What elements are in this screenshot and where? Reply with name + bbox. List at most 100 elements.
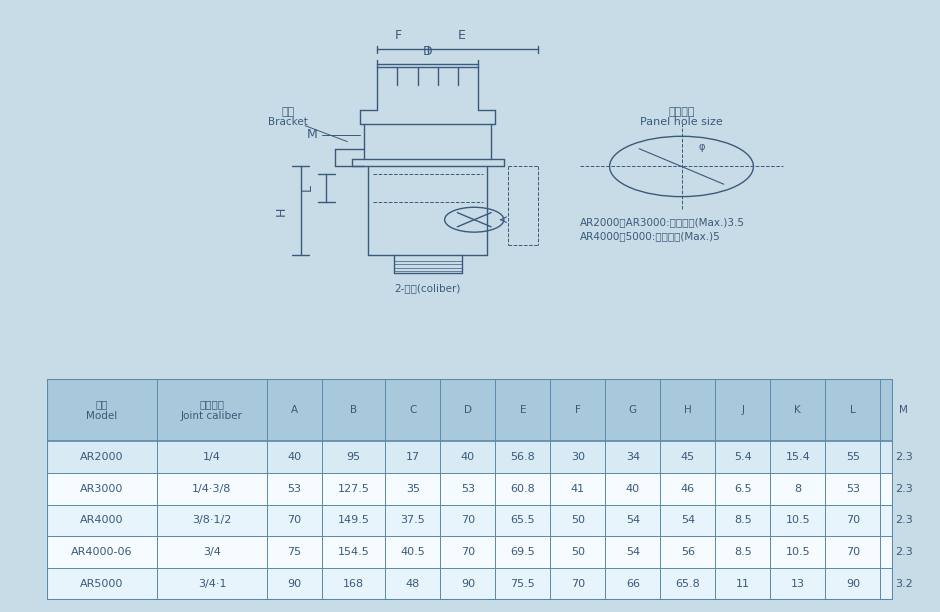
Text: J: J: [742, 405, 744, 416]
Text: 60.8: 60.8: [510, 483, 535, 494]
Text: 70: 70: [288, 515, 302, 526]
Text: 40: 40: [288, 452, 302, 462]
FancyBboxPatch shape: [47, 379, 893, 600]
Text: 8: 8: [794, 483, 802, 494]
Text: 90: 90: [846, 579, 860, 589]
Text: 3/4: 3/4: [203, 547, 221, 557]
FancyBboxPatch shape: [47, 473, 893, 504]
Text: 40.5: 40.5: [400, 547, 425, 557]
Text: 托架: 托架: [281, 106, 295, 117]
Text: 10.5: 10.5: [786, 547, 810, 557]
Text: φ: φ: [698, 142, 705, 152]
Text: 53: 53: [461, 483, 475, 494]
Text: B: B: [350, 405, 357, 416]
Text: AR3000: AR3000: [80, 483, 124, 494]
Text: 13: 13: [791, 579, 805, 589]
Text: 6.5: 6.5: [734, 483, 752, 494]
Text: 3/8·1/2: 3/8·1/2: [193, 515, 231, 526]
Text: Bracket: Bracket: [268, 118, 308, 127]
Text: 50: 50: [571, 515, 585, 526]
Text: 53: 53: [846, 483, 860, 494]
Text: 70: 70: [571, 579, 585, 589]
Text: 168: 168: [343, 579, 364, 589]
Text: 154.5: 154.5: [337, 547, 369, 557]
Text: C: C: [409, 405, 416, 416]
Text: D: D: [423, 45, 432, 58]
Text: 48: 48: [406, 579, 420, 589]
Text: F: F: [575, 405, 581, 416]
Text: 34: 34: [626, 452, 640, 462]
Text: 1/4: 1/4: [203, 452, 221, 462]
Text: 54: 54: [626, 515, 640, 526]
Text: 40: 40: [626, 483, 640, 494]
Text: 149.5: 149.5: [337, 515, 369, 526]
Text: AR4000: AR4000: [80, 515, 124, 526]
Text: 1/4·3/8: 1/4·3/8: [193, 483, 231, 494]
Text: AR2000～AR3000:最大厚度(Max.)3.5: AR2000～AR3000:最大厚度(Max.)3.5: [580, 217, 745, 227]
Text: 55: 55: [846, 452, 860, 462]
Text: 65.5: 65.5: [510, 515, 535, 526]
Text: Panel hole size: Panel hole size: [640, 118, 723, 127]
Text: 75: 75: [288, 547, 302, 557]
Text: A: A: [290, 405, 298, 416]
FancyBboxPatch shape: [47, 441, 893, 473]
Text: 8.5: 8.5: [734, 547, 752, 557]
Text: 11: 11: [736, 579, 750, 589]
Text: 69.5: 69.5: [510, 547, 535, 557]
Text: 127.5: 127.5: [337, 483, 369, 494]
Text: 65.8: 65.8: [676, 579, 700, 589]
Text: 3.2: 3.2: [895, 579, 913, 589]
Text: 46: 46: [681, 483, 695, 494]
FancyBboxPatch shape: [47, 504, 893, 536]
Text: 66: 66: [626, 579, 640, 589]
Text: AR2000: AR2000: [80, 452, 124, 462]
Text: 70: 70: [461, 547, 475, 557]
FancyBboxPatch shape: [47, 379, 893, 441]
Text: 53: 53: [288, 483, 302, 494]
Text: 95: 95: [347, 452, 361, 462]
Text: G: G: [629, 405, 637, 416]
Text: 50: 50: [571, 547, 585, 557]
Text: 35: 35: [406, 483, 420, 494]
Text: 8.5: 8.5: [734, 515, 752, 526]
Text: 54: 54: [681, 515, 695, 526]
Text: 型号
Model: 型号 Model: [86, 400, 118, 421]
Text: 2.3: 2.3: [895, 483, 913, 494]
Text: 54: 54: [626, 547, 640, 557]
Text: 2.3: 2.3: [895, 515, 913, 526]
Text: E: E: [458, 29, 465, 42]
Text: 40: 40: [461, 452, 475, 462]
Text: AR4000-06: AR4000-06: [71, 547, 133, 557]
Text: AR5000: AR5000: [80, 579, 124, 589]
Text: M: M: [307, 128, 318, 141]
Text: AR4000～5000:最大厚度(Max.)5: AR4000～5000:最大厚度(Max.)5: [580, 231, 721, 241]
Text: 56: 56: [681, 547, 695, 557]
Text: 5.4: 5.4: [734, 452, 752, 462]
FancyBboxPatch shape: [47, 568, 893, 600]
FancyBboxPatch shape: [47, 536, 893, 568]
Text: L: L: [850, 405, 855, 416]
Text: 30: 30: [571, 452, 585, 462]
Text: 10.5: 10.5: [786, 515, 810, 526]
Text: H: H: [275, 206, 289, 215]
Text: 面板开孔: 面板开孔: [668, 106, 695, 117]
Text: 70: 70: [461, 515, 475, 526]
Text: 70: 70: [846, 547, 860, 557]
Text: 45: 45: [681, 452, 695, 462]
Text: 2.3: 2.3: [895, 452, 913, 462]
Text: E: E: [520, 405, 526, 416]
Text: 90: 90: [461, 579, 475, 589]
Text: 75.5: 75.5: [510, 579, 535, 589]
Text: 2.3: 2.3: [895, 547, 913, 557]
Text: 56.8: 56.8: [510, 452, 535, 462]
Text: F: F: [395, 29, 401, 42]
Text: 连接口径
Joint caliber: 连接口径 Joint caliber: [181, 400, 243, 421]
Text: 41: 41: [571, 483, 585, 494]
Text: K: K: [794, 405, 801, 416]
Text: 70: 70: [846, 515, 860, 526]
Text: 3/4·1: 3/4·1: [197, 579, 227, 589]
Text: D: D: [463, 405, 472, 416]
Text: H: H: [684, 405, 692, 416]
Text: L: L: [301, 184, 314, 192]
Text: M: M: [900, 405, 908, 416]
